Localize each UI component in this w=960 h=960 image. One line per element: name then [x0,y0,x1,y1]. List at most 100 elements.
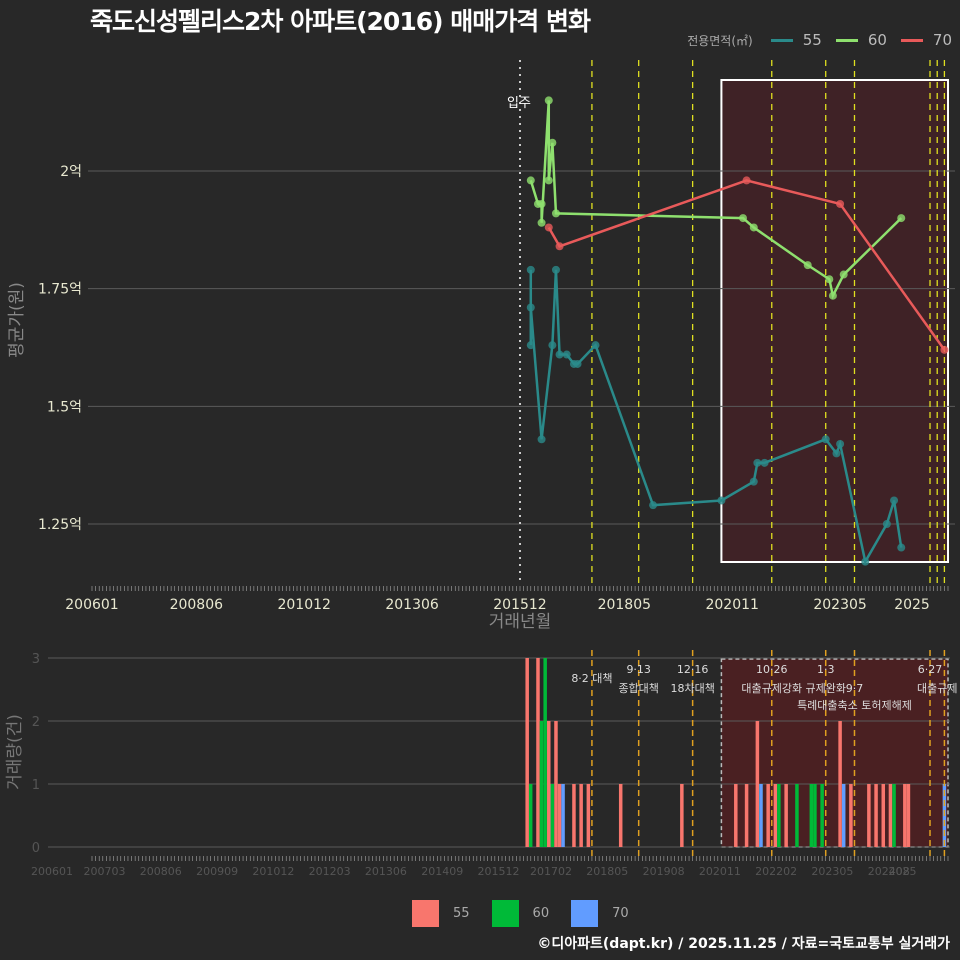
price-point [861,558,869,566]
bar-x-tick-label: 201203 [309,865,351,878]
x-tick-label: 200806 [170,597,224,613]
volume-bar-55 [766,784,770,847]
price-point [890,496,898,504]
policy-label: 10·26 [756,663,788,676]
y-tick-label: 1.75억 [38,282,82,298]
volume-bar-60 [795,784,799,847]
policy-label: 특례대출축소 토허제해제 [797,698,912,712]
policy-label: 종합대책 [618,682,658,695]
policy-label: 규제완화 [805,682,845,695]
price-point [527,341,535,349]
volume-bar-55 [874,784,878,847]
price-point [753,459,761,467]
volume-bar-55 [867,784,871,847]
bar-legend-swatch-60 [492,900,519,927]
bar-x-tick-label: 200806 [140,865,182,878]
volume-bar-55 [554,721,558,847]
volume-bar-60 [813,784,817,847]
price-point [538,435,546,443]
volume-bar-60 [551,784,555,847]
bar-x-tick-label: 200703 [84,865,126,878]
bar-x-tick-label: 201908 [643,865,685,878]
move-in-label: 입주 [507,96,531,111]
price-point [761,459,769,467]
bar-y-tick: 2 [32,715,40,730]
x-tick-label: 201306 [385,597,439,613]
bar-x-tick-label: 200909 [196,865,238,878]
x-tick-label: 202305 [813,597,866,613]
bar-x-tick-label: 202011 [699,865,741,878]
price-point [527,176,535,184]
x-tick-label: 201805 [598,597,651,613]
price-point [822,435,830,443]
bar-x-tick-label: 201805 [586,865,628,878]
policy-label: 9·7 [846,682,864,695]
x-tick-label: 201012 [277,597,330,613]
volume-bar-55 [680,784,684,847]
y-tick-label: 1.5억 [47,399,82,415]
volume-bar-55 [619,784,623,847]
volume-bar-60 [810,784,814,847]
price-point [545,96,553,104]
volume-bar-55 [907,784,911,847]
price-point [527,266,535,274]
volume-bar-55 [903,784,907,847]
volume-bar-70 [759,784,763,847]
x-tick-label: 200601 [65,597,118,613]
price-point [897,214,905,222]
price-point [829,292,837,300]
price-point [545,223,553,231]
y-axis-title: 평균가(원) [7,282,27,358]
price-point [556,242,564,250]
bar-y-tick: 3 [32,652,40,667]
policy-label: 대출규제 [917,682,957,695]
x-axis-title: 거래년월 [489,612,552,632]
policy-label: 18차대책 [670,682,714,695]
x-tick-label: 201512 [493,597,546,613]
bar-legend-label-60: 60 [533,906,550,921]
policy-label: 6·27 [918,663,943,676]
policy-label: 대출규제강화 [741,682,802,695]
price-point [649,501,657,509]
y-tick-label: 1.25억 [38,517,82,533]
bar-legend-swatch-55 [412,900,439,927]
volume-bar-55 [784,784,788,847]
price-point [833,449,841,457]
price-point [750,223,758,231]
volume-bar-60 [540,721,544,847]
price-point [940,346,948,354]
price-point [548,341,556,349]
volume-bar-55 [882,784,886,847]
bar-x-tick-label: 201012 [252,865,294,878]
price-point [804,261,812,269]
highlight-box [721,80,948,562]
price-point [897,544,905,552]
volume-bar-55 [734,784,738,847]
volume-bar-55 [838,721,842,847]
volume-bar-55 [849,784,853,847]
bar-y-tick: 1 [32,778,40,793]
price-point [538,219,546,227]
price-point [563,351,571,359]
policy-label: 8·2 대책 [571,672,612,685]
chart-canvas: 2억1.75억1.5억1.25억입주2006012008062010122013… [0,0,960,960]
price-point [574,360,582,368]
volume-bar-70 [561,784,565,847]
price-point [836,200,844,208]
volume-bar-60 [892,784,896,847]
bar-x-tick-label: 201409 [421,865,463,878]
price-point [545,176,553,184]
volume-bar-55 [525,658,529,847]
price-point [883,520,891,528]
price-point [840,271,848,279]
policy-label: 9·13 [626,663,651,676]
bar-x-tick-label: 2025 [888,865,916,878]
volume-bar-55 [547,721,551,847]
bar-x-tick-label: 201702 [530,865,572,878]
price-point [552,266,560,274]
price-point [552,209,560,217]
bar-x-tick-label: 201306 [365,865,407,878]
volume-bar-60 [529,784,533,847]
x-tick-label: 2025 [894,597,930,613]
bar-x-tick-label: 202305 [811,865,853,878]
